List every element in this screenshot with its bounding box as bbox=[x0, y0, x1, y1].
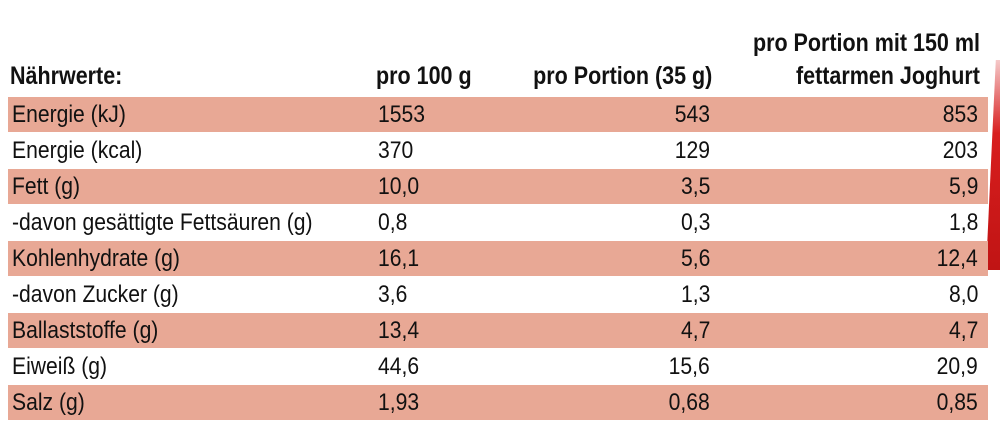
table-row: Ballaststoffe (g) 13,4 4,7 4,7 bbox=[8, 313, 988, 348]
value-per-portion: 1,3 bbox=[680, 281, 710, 308]
value-with-yogurt: 8,0 bbox=[948, 281, 978, 308]
value-with-yogurt: 203 bbox=[942, 137, 978, 164]
value-per-portion: 0,3 bbox=[680, 209, 710, 236]
table-row: Salz (g) 1,93 0,68 0,85 bbox=[8, 385, 988, 420]
value-per-100g: 1553 bbox=[378, 101, 425, 128]
header-nutrients: Nährwerte: bbox=[10, 62, 123, 90]
nutrient-label: Eiweiß (g) bbox=[12, 353, 108, 380]
value-per-100g: 13,4 bbox=[378, 317, 420, 344]
nutrient-label: Ballaststoffe (g) bbox=[12, 317, 159, 344]
table-row: -davon gesättigte Fettsäuren (g) 0,8 0,3… bbox=[8, 205, 988, 240]
header-per-100g: pro 100 g bbox=[376, 62, 472, 90]
value-per-100g: 0,8 bbox=[378, 209, 408, 236]
value-per-portion: 3,5 bbox=[680, 173, 710, 200]
value-per-portion: 0,68 bbox=[668, 389, 710, 416]
value-per-portion: 5,6 bbox=[680, 245, 710, 272]
value-with-yogurt: 20,9 bbox=[936, 353, 978, 380]
value-with-yogurt: 853 bbox=[942, 101, 978, 128]
value-per-100g: 44,6 bbox=[378, 353, 420, 380]
value-with-yogurt: 1,8 bbox=[948, 209, 978, 236]
value-per-portion: 4,7 bbox=[680, 317, 710, 344]
nutrient-label: Energie (kcal) bbox=[12, 137, 143, 164]
table-row: Eiweiß (g) 44,6 15,6 20,9 bbox=[8, 349, 988, 384]
value-per-100g: 370 bbox=[378, 137, 414, 164]
value-per-100g: 16,1 bbox=[378, 245, 420, 272]
nutrient-label: -davon Zucker (g) bbox=[12, 281, 179, 308]
table-row: Kohlenhydrate (g) 16,1 5,6 12,4 bbox=[8, 241, 988, 276]
value-with-yogurt: 5,9 bbox=[948, 173, 978, 200]
value-with-yogurt: 4,7 bbox=[948, 317, 978, 344]
nutrient-label: -davon gesättigte Fettsäuren (g) bbox=[12, 209, 313, 236]
table-row: Energie (kcal) 370 129 203 bbox=[8, 133, 988, 168]
value-with-yogurt: 12,4 bbox=[936, 245, 978, 272]
table-row: Energie (kJ) 1553 543 853 bbox=[8, 97, 988, 132]
header-per-portion: pro Portion (35 g) bbox=[532, 62, 712, 90]
value-per-100g: 3,6 bbox=[378, 281, 408, 308]
value-per-portion: 543 bbox=[674, 101, 710, 128]
value-per-portion: 15,6 bbox=[668, 353, 710, 380]
header-with-yogurt-line2: fettarmen Joghurt bbox=[796, 62, 980, 90]
nutrient-label: Kohlenhydrate (g) bbox=[12, 245, 180, 272]
nutrient-label: Fett (g) bbox=[12, 173, 81, 200]
nutrition-table-header: Nährwerte: pro 100 g pro Portion (35 g) … bbox=[0, 0, 1000, 97]
header-with-yogurt-line1: pro Portion mit 150 ml bbox=[753, 29, 980, 57]
nutrient-label: Energie (kJ) bbox=[12, 101, 126, 128]
table-row: Fett (g) 10,0 3,5 5,9 bbox=[8, 169, 988, 204]
nutrient-label: Salz (g) bbox=[12, 389, 85, 416]
table-row: -davon Zucker (g) 3,6 1,3 8,0 bbox=[8, 277, 988, 312]
nutrition-table-body: Energie (kJ) 1553 543 853 Energie (kcal)… bbox=[8, 97, 988, 421]
value-per-100g: 10,0 bbox=[378, 173, 420, 200]
value-per-portion: 129 bbox=[674, 137, 710, 164]
value-per-100g: 1,93 bbox=[378, 389, 420, 416]
value-with-yogurt: 0,85 bbox=[936, 389, 978, 416]
